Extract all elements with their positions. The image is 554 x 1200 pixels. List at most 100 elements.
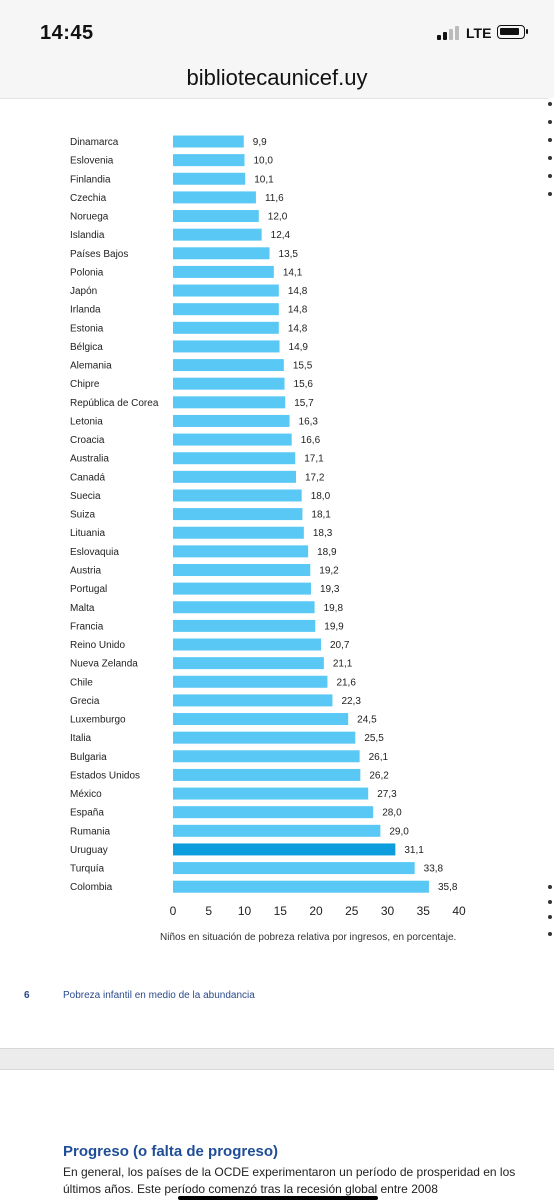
- value-label: 19,2: [319, 565, 339, 576]
- bar: [173, 321, 279, 334]
- bar: [173, 880, 429, 893]
- value-label: 14,9: [289, 342, 309, 353]
- bar: [173, 713, 349, 726]
- value-label: 21,6: [336, 677, 356, 688]
- category-label: Colombia: [70, 882, 113, 893]
- bar: [173, 545, 309, 558]
- bar: [173, 247, 270, 260]
- adjacent-page-edge: [548, 100, 554, 950]
- category-label: México: [70, 789, 102, 800]
- category-label: Australia: [70, 454, 109, 465]
- x-tick-label: 40: [452, 904, 466, 918]
- category-label: Eslovaquia: [70, 547, 119, 558]
- value-label: 16,3: [299, 416, 319, 427]
- bar: [173, 601, 315, 614]
- category-label: Alemania: [70, 361, 112, 372]
- home-indicator: [178, 1196, 378, 1200]
- value-label: 18,3: [313, 528, 333, 539]
- category-label: Austria: [70, 565, 102, 576]
- bar: [173, 731, 356, 744]
- x-tick-label: 15: [274, 904, 288, 918]
- bar: [173, 265, 274, 278]
- bar: [173, 787, 369, 800]
- category-label: Noruega: [70, 212, 109, 223]
- signal-icon: [437, 26, 461, 40]
- value-label: 35,8: [438, 882, 458, 893]
- category-label: Irlanda: [70, 305, 101, 316]
- value-label: 28,0: [382, 808, 402, 819]
- bar: [173, 638, 322, 651]
- value-label: 15,5: [293, 361, 313, 372]
- category-label: Portugal: [70, 584, 107, 595]
- category-label: Chile: [70, 677, 93, 688]
- value-label: 24,5: [357, 715, 377, 726]
- bar: [173, 526, 304, 539]
- bar: [173, 340, 280, 353]
- bar: [173, 563, 311, 576]
- bar: [173, 694, 333, 707]
- category-label: Japón: [70, 286, 97, 297]
- value-label: 25,5: [364, 733, 384, 744]
- category-label: Bélgica: [70, 342, 103, 353]
- category-label: Lituania: [70, 528, 105, 539]
- category-label: Italia: [70, 733, 92, 744]
- bar: [173, 750, 360, 763]
- category-label: Uruguay: [70, 845, 108, 856]
- value-label: 10,0: [254, 156, 274, 167]
- value-label: 14,8: [288, 323, 308, 334]
- bar: [173, 862, 415, 875]
- value-label: 22,3: [341, 696, 361, 707]
- bar: [173, 582, 311, 595]
- url-text[interactable]: bibliotecaunicef.uy: [186, 65, 368, 90]
- network-label: LTE: [466, 25, 492, 41]
- value-label: 26,1: [369, 752, 389, 763]
- category-label: Bulgaria: [70, 752, 107, 763]
- section-heading: Progreso (o falta de progreso): [63, 1143, 279, 1160]
- value-label: 33,8: [424, 864, 444, 875]
- value-label: 21,1: [333, 659, 353, 670]
- value-label: 17,2: [305, 472, 325, 483]
- value-label: 18,9: [317, 547, 337, 558]
- category-label: Francia: [70, 621, 104, 632]
- x-tick-label: 0: [170, 904, 177, 918]
- bar: [173, 470, 296, 483]
- category-label: Estonia: [70, 323, 104, 334]
- category-label: Estados Unidos: [70, 770, 140, 781]
- category-label: República de Corea: [70, 398, 159, 409]
- category-label: Canadá: [70, 472, 105, 483]
- bar: [173, 284, 279, 297]
- value-label: 18,0: [311, 491, 331, 502]
- bar: [173, 191, 256, 204]
- category-label: Croacia: [70, 435, 105, 446]
- category-label: Chipre: [70, 379, 100, 390]
- bar: [173, 359, 284, 372]
- bar: [173, 489, 302, 502]
- category-label: Reino Unido: [70, 640, 125, 651]
- bar: [173, 806, 374, 819]
- x-tick-label: 35: [417, 904, 431, 918]
- value-label: 27,3: [377, 789, 397, 800]
- clock: 14:45: [40, 22, 94, 44]
- category-label: España: [70, 808, 104, 819]
- bar: [173, 768, 361, 781]
- bar: [173, 135, 244, 148]
- category-label: Polonia: [70, 267, 104, 278]
- category-label: Países Bajos: [70, 249, 128, 260]
- x-tick-label: 20: [309, 904, 323, 918]
- category-label: Islandia: [70, 230, 105, 241]
- bar: [173, 303, 279, 316]
- address-bar[interactable]: bibliotecaunicef.uy: [0, 64, 554, 98]
- value-label: 11,6: [265, 193, 284, 204]
- x-tick-label: 30: [381, 904, 395, 918]
- category-label: Dinamarca: [70, 137, 119, 148]
- category-label: Malta: [70, 603, 95, 614]
- value-label: 18,1: [311, 510, 331, 521]
- page-number: 6: [24, 990, 30, 1001]
- value-label: 19,8: [324, 603, 344, 614]
- value-label: 13,5: [279, 249, 299, 260]
- category-label: Czechia: [70, 193, 107, 204]
- value-label: 26,2: [369, 770, 389, 781]
- value-label: 15,7: [294, 398, 314, 409]
- bar: [173, 452, 296, 465]
- value-label: 29,0: [389, 826, 409, 837]
